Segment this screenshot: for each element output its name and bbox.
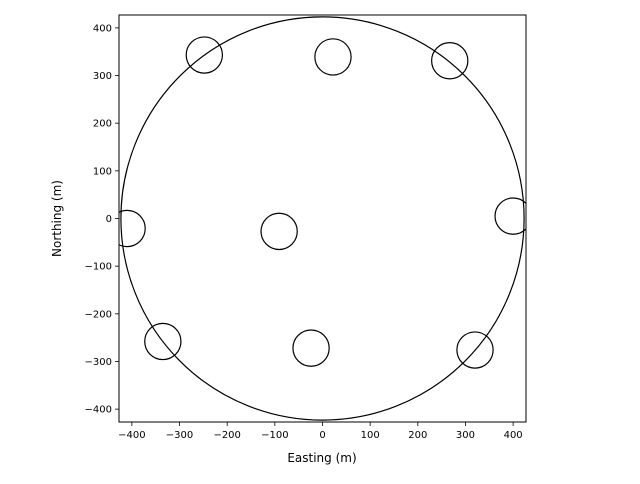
y-axis: −400 −300 −200 −100 0 100 200 300 400 (85, 23, 119, 416)
turbine-marker-3 (431, 42, 469, 80)
turbine-marker-9 (456, 331, 494, 369)
y-tick-label: 200 (93, 119, 112, 130)
y-axis-label: Northing (m) (50, 180, 64, 257)
turbine-marker-2 (314, 38, 352, 76)
y-tick-label: 100 (93, 166, 112, 177)
y-tick-label: 400 (93, 23, 112, 34)
x-tick-label: 200 (408, 430, 427, 441)
x-axis: −400 −300 −200 −100 0 100 200 300 400 (118, 422, 523, 441)
y-tick-label: −300 (85, 357, 112, 368)
x-tick-label: −100 (261, 430, 288, 441)
x-tick-label: −300 (166, 430, 193, 441)
x-tick-label: 100 (361, 430, 380, 441)
x-tick-label: 0 (319, 430, 325, 441)
x-tick-label: −200 (213, 430, 240, 441)
y-tick-label: 300 (93, 71, 112, 82)
turbine-marker-6 (494, 197, 526, 235)
y-tick-label: −400 (85, 405, 112, 416)
site-boundary-circle (120, 16, 525, 421)
turbine-marker-7 (144, 322, 182, 361)
x-tick-label: 400 (504, 430, 523, 441)
x-axis-label: Easting (m) (287, 451, 356, 465)
x-tick-label: 300 (456, 430, 475, 441)
turbine-marker-8 (292, 329, 330, 367)
turbine-marker-1 (185, 36, 224, 74)
x-tick-label: −400 (118, 430, 145, 441)
plot-area (119, 16, 526, 421)
turbine-marker-4 (119, 209, 146, 248)
turbine-marker-5 (260, 212, 298, 251)
y-tick-label: −100 (85, 262, 112, 273)
y-tick-label: −200 (85, 309, 112, 320)
y-tick-label: 0 (106, 214, 112, 225)
